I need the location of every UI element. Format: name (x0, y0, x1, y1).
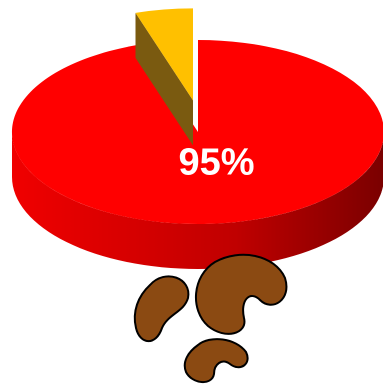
pie-side (12, 132, 383, 269)
bean (183, 338, 249, 383)
data-label: 95% (178, 142, 254, 184)
bean (133, 275, 190, 343)
pie-slice (135, 8, 193, 101)
beans-decoration (133, 253, 288, 383)
pie: 95% (12, 8, 383, 269)
pie-cut-face (135, 12, 193, 146)
pie-slice (12, 40, 383, 224)
bean (195, 253, 288, 335)
